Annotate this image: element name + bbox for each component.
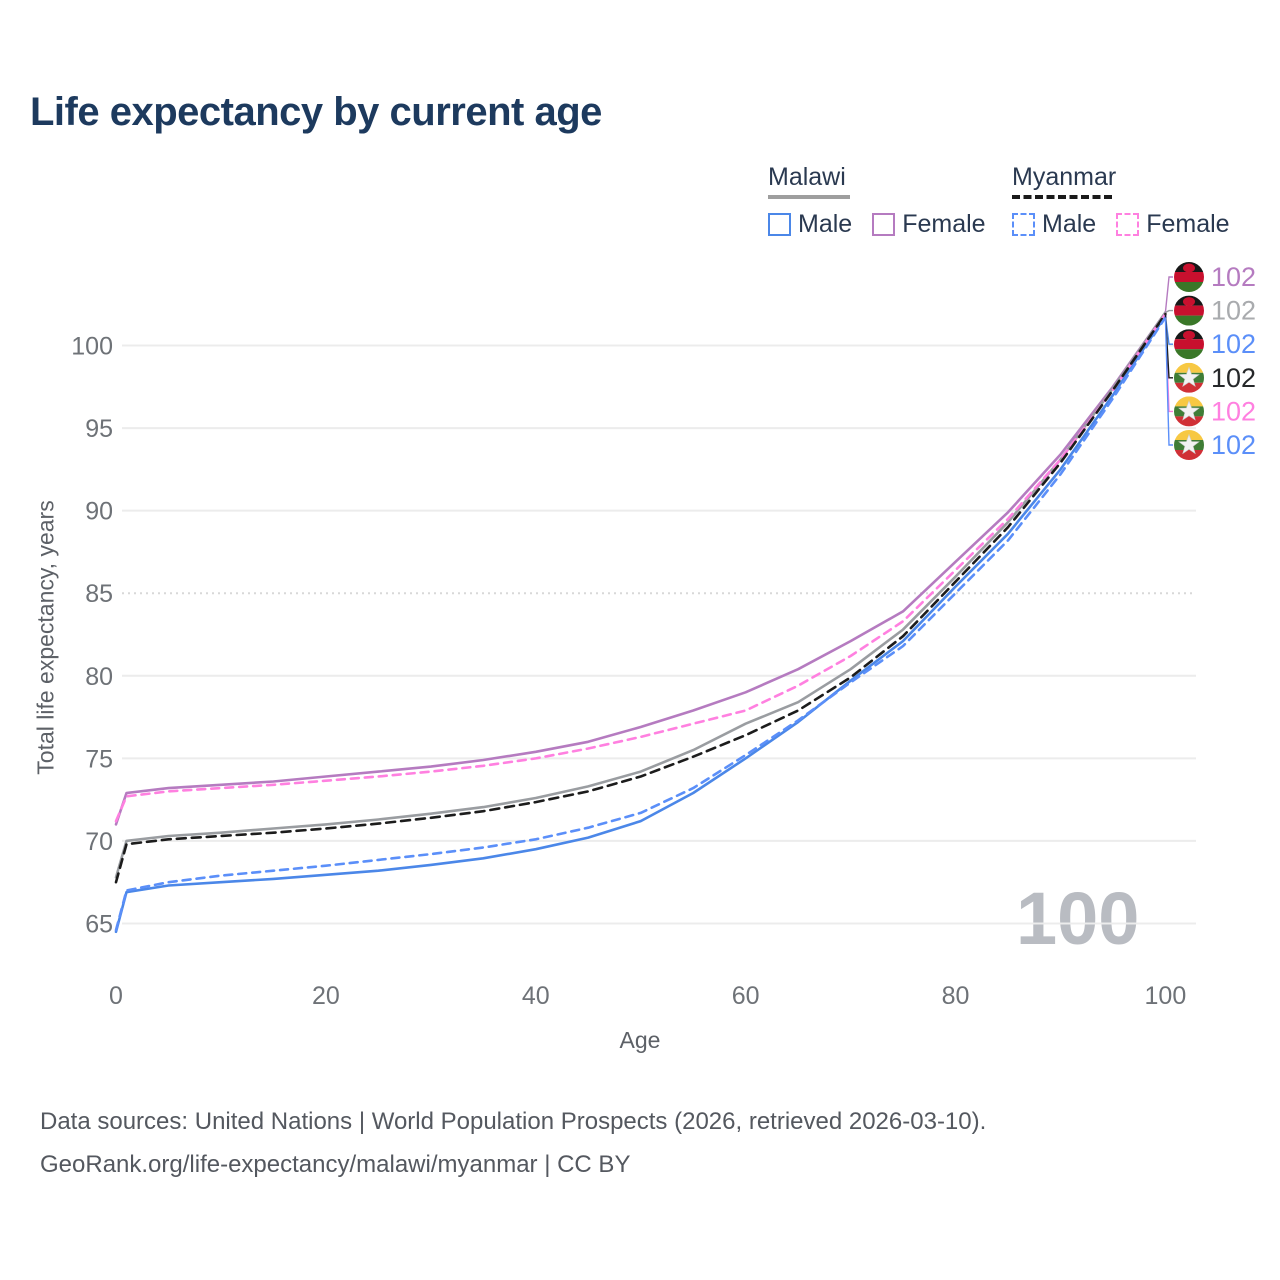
- end-label-leader: [1164, 317, 1173, 446]
- end-label-leader: [1164, 276, 1173, 313]
- age-counter-watermark: 100: [1016, 877, 1140, 960]
- end-value-label: 102: [1211, 363, 1256, 393]
- series-line-malawi-male: [114, 314, 1167, 934]
- myanmar-male-swatch-icon: [1012, 213, 1035, 236]
- y-tick-label: 65: [85, 911, 113, 939]
- malawi-flag-icon: [1174, 295, 1204, 326]
- legend-toggle-myanmar-female[interactable]: Female: [1116, 210, 1230, 239]
- x-tick-label: 0: [109, 982, 123, 1010]
- page-title: Life expectancy by current age: [30, 90, 602, 134]
- legend-item-label: Female: [1146, 210, 1230, 238]
- x-axis-title: Age: [619, 1027, 661, 1053]
- end-value-label: 102: [1211, 262, 1256, 292]
- malawi-line-style-swatch: [768, 195, 850, 199]
- legend-country-myanmar[interactable]: Myanmar: [1012, 163, 1117, 191]
- end-label-leader: [1165, 309, 1173, 314]
- legend-country-malawi[interactable]: Malawi: [768, 163, 846, 191]
- x-tick-label: 60: [732, 982, 760, 1010]
- malawi-flag-icon: [1174, 329, 1204, 360]
- y-tick-label: 90: [85, 498, 113, 526]
- y-tick-label: 85: [85, 580, 113, 608]
- series-line-malawi-female: [114, 311, 1167, 826]
- series-line-malawi-total: [114, 311, 1167, 879]
- attribution-text: GeoRank.org/life-expectancy/malawi/myanm…: [40, 1151, 631, 1178]
- malawi-flag-icon: [1174, 262, 1204, 292]
- myanmar-flag-icon: [1174, 396, 1204, 427]
- series-line-myanmar-male: [114, 316, 1167, 932]
- y-tick-label: 80: [85, 663, 113, 691]
- end-value-label: 102: [1211, 430, 1256, 460]
- malawi-male-swatch-icon: [768, 213, 791, 236]
- y-tick-label: 100: [71, 333, 113, 361]
- legend-item-label: Male: [1042, 210, 1097, 238]
- end-value-label: 102: [1211, 396, 1256, 426]
- legend-item-label: Female: [902, 210, 986, 238]
- x-tick-label: 20: [312, 982, 340, 1010]
- x-tick-label: 100: [1145, 982, 1187, 1010]
- legend-group-malawi: Malawi Male Female: [768, 163, 986, 239]
- myanmar-flag-icon: [1174, 430, 1204, 460]
- end-value-label: 102: [1211, 329, 1256, 359]
- x-tick-label: 80: [942, 982, 970, 1010]
- y-tick-label: 70: [85, 828, 113, 856]
- legend-toggle-malawi-female[interactable]: Female: [872, 210, 986, 239]
- x-tick-label: 40: [522, 982, 550, 1010]
- y-tick-label: 95: [85, 415, 113, 443]
- myanmar-flag-icon: [1174, 362, 1204, 393]
- series-line-myanmar-total: [114, 312, 1167, 884]
- legend-toggle-myanmar-male[interactable]: Male: [1012, 210, 1096, 239]
- myanmar-line-style-swatch: [1012, 195, 1112, 199]
- y-tick-label: 75: [85, 745, 113, 773]
- myanmar-female-swatch-icon: [1116, 213, 1140, 236]
- data-sources-text: Data sources: United Nations | World Pop…: [40, 1108, 987, 1135]
- series-line-myanmar-female: [114, 312, 1167, 823]
- legend-item-label: Male: [798, 210, 853, 238]
- legend-group-myanmar: Myanmar Male Female: [1012, 163, 1230, 239]
- malawi-female-swatch-icon: [872, 213, 896, 236]
- end-value-label: 102: [1211, 296, 1256, 326]
- legend-toggle-malawi-male[interactable]: Male: [768, 210, 852, 239]
